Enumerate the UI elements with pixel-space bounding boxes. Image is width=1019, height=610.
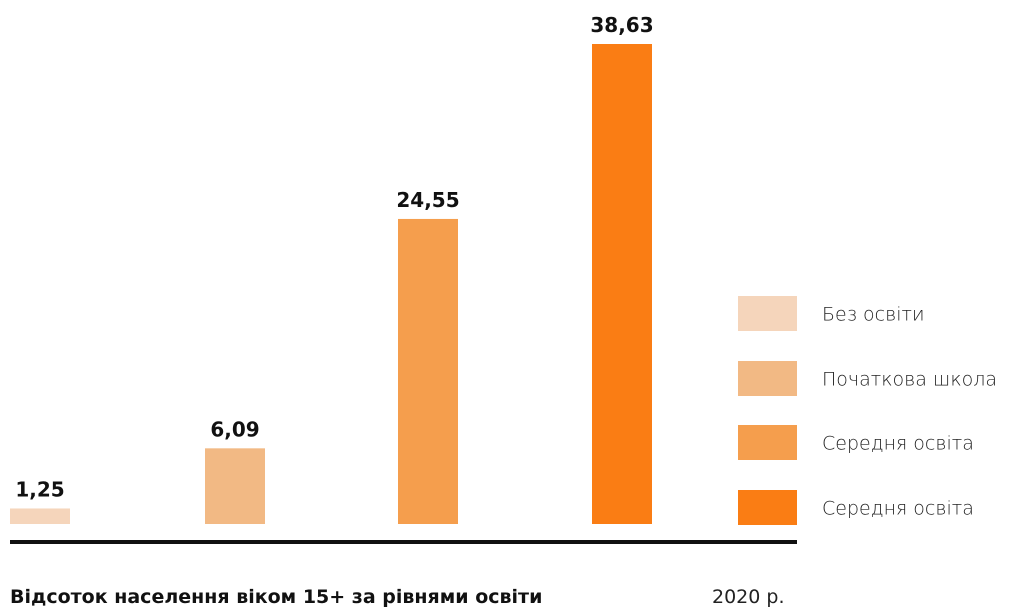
bar-3 [398, 218, 458, 525]
bar-value-label-2: 6,09 [210, 417, 259, 441]
legend-label-2: Початкова школа [822, 369, 997, 391]
legend-swatch-3 [738, 425, 797, 460]
legend-label-1: Без освіти [822, 304, 924, 326]
bar-value-label-3: 24,55 [396, 188, 459, 212]
bar-2 [205, 448, 265, 524]
chart-title: Відсоток населення віком 15+ за рівнями … [10, 586, 543, 608]
bar-value-label-1: 1,25 [15, 477, 64, 501]
bar-4 [592, 44, 652, 524]
legend-swatch-4 [738, 490, 797, 525]
chart-subtitle-year: 2020 р. [712, 586, 785, 608]
bars-group [10, 44, 652, 525]
legend-swatch-1 [738, 296, 797, 331]
legend: Без освіти Початкова школа Середня освіта С… [738, 296, 997, 525]
bar-value-label-4: 38,63 [590, 13, 653, 37]
bar-chart: 1,25 6,09 24,55 38,63 Без освіти Початкова ш… [10, 13, 997, 544]
legend-label-4: Середня освіта [822, 498, 974, 520]
value-labels-group: 1,25 6,09 24,55 38,63 [15, 13, 653, 501]
legend-label-3: Середня освіта [822, 433, 974, 455]
bar-1 [10, 508, 70, 524]
legend-swatch-2 [738, 361, 797, 396]
